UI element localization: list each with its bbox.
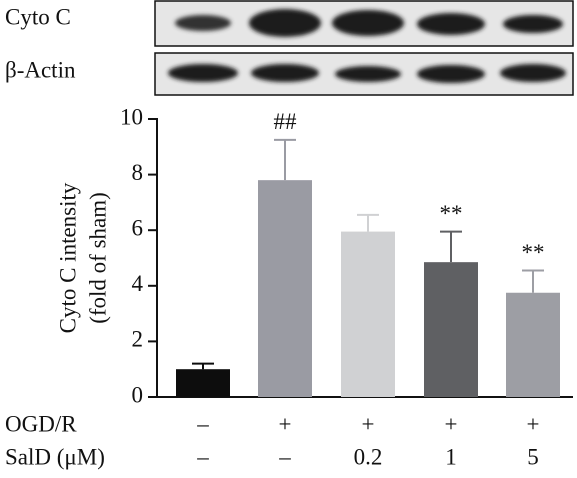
group-label: –: [196, 411, 209, 436]
error-bar: [440, 230, 462, 263]
error-bar: [274, 138, 296, 181]
blot-actin: [154, 52, 574, 96]
group-label: –: [196, 444, 209, 469]
group-label: 0.2: [354, 444, 383, 469]
group-name: OGD/R: [5, 411, 77, 436]
y-axis-label: Cyto C intensity: [55, 182, 80, 333]
bar: [176, 369, 230, 397]
y-axis-label: (fold of sham): [85, 192, 110, 324]
y-tick-label: 0: [132, 382, 144, 407]
y-tick-label: 2: [132, 327, 144, 352]
group-label: +: [527, 411, 540, 436]
bar: [506, 292, 560, 397]
blot-label: β-Actin: [5, 57, 76, 82]
bar: [341, 231, 395, 397]
bar: [424, 262, 478, 397]
bar: [258, 180, 312, 397]
significance-label: **: [440, 201, 463, 226]
significance-label: **: [522, 240, 545, 265]
blot-cyto-c: [154, 0, 574, 47]
y-tick-label: 10: [120, 104, 143, 129]
error-bar: [522, 269, 544, 293]
error-bar: [192, 362, 214, 370]
y-tick-label: 4: [132, 271, 144, 296]
y-tick-label: 6: [132, 215, 144, 240]
group-label: +: [445, 411, 458, 436]
error-bar: [357, 213, 379, 232]
group-label: –: [278, 444, 291, 469]
group-label: 1: [445, 444, 457, 469]
group-name: SalD (μM): [5, 444, 105, 469]
group-label: 5: [527, 444, 539, 469]
group-label: +: [362, 411, 375, 436]
y-tick-label: 8: [132, 160, 144, 185]
blot-label: Cyto C: [5, 4, 71, 29]
group-label: +: [279, 411, 292, 436]
significance-label: ##: [274, 109, 298, 134]
